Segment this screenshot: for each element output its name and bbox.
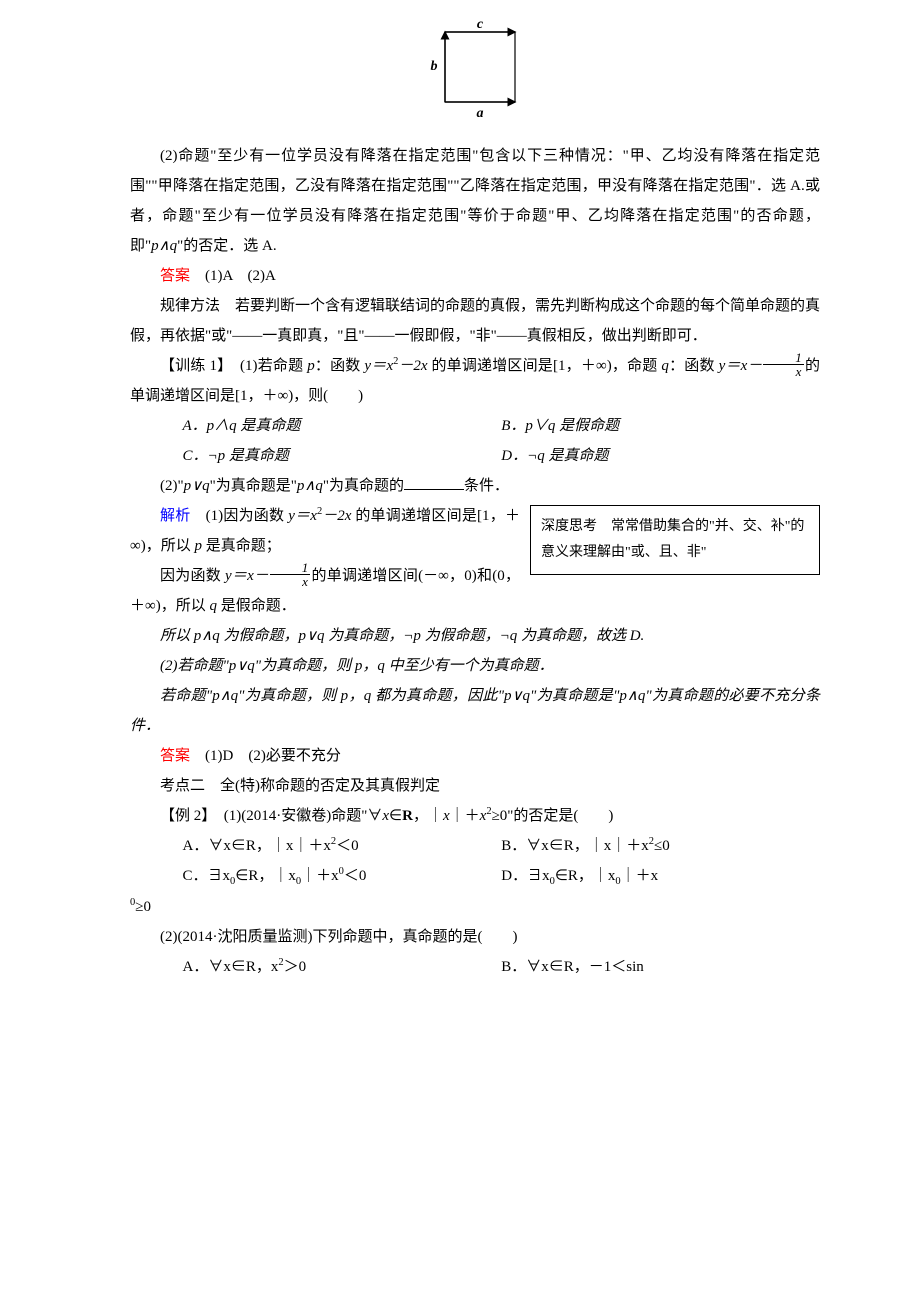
text: ，｜ [413,808,443,824]
text: ≥0"的否定是( ) [492,808,614,824]
option-c: C．∃x0∈R，｜x0｜＋x0＜0 [183,861,502,892]
text: ：函数 [669,358,719,374]
text: －2x [322,508,351,524]
label-c: c [477,20,484,32]
q: q [661,358,669,374]
train1-stem: 【训练 1】 (1)若命题 p：函数 y＝x2－2x 的单调递增区间是[1，＋∞… [130,351,820,411]
text: 是真命题； [202,538,281,554]
text: 因为函数 [160,568,225,584]
text: 【训练 1】 (1)若命题 [160,358,307,374]
x: x [443,808,450,824]
expr: p∨q [184,478,210,494]
func: y＝x－ [225,568,269,584]
expr: p∧q [297,478,323,494]
kaodian-2: 考点二 全(特)称命题的否定及其真假判定 [130,771,820,801]
blank [404,475,464,490]
answer-label: 答案 [160,268,190,284]
analysis-5: 若命题"p∧q"为真命题，则 p，q 都为真命题，因此"p∨q"为真命题是"p∧… [130,681,820,741]
text: 的单调递增区间是[1，＋∞)，命题 [428,358,662,374]
train1-part2: (2)"p∨q"为真命题是"p∧q"为真命题的 条件． [130,471,820,501]
option-a: A．p∧q 是真命题 [183,411,502,441]
text: 是假命题． [217,598,296,614]
option-a: A．∀x∈R，｜x｜＋x2＜0 [183,831,502,861]
option-d: D．∃x0∈R，｜x0｜＋x [501,861,820,892]
option-d: D．¬q 是真命题 [501,441,820,471]
fraction: 1x [270,561,311,588]
answer-value: (1)A (2)A [205,268,276,284]
text: ｜＋ [450,808,480,824]
answer-1: 答案 (1)A (2)A [130,261,820,291]
q: q [209,598,217,614]
func: y＝x [364,358,393,374]
method-para: 规律方法 若要判断一个含有逻辑联结词的命题的真假，需先判断构成这个命题的每个简单… [130,291,820,351]
option-b: B．p∨q 是假命题 [501,411,820,441]
label-b: b [431,59,438,74]
diagram-figure: a b c [130,0,820,141]
in: ∈ [389,808,402,824]
ex2-part2: (2)(2014·沈阳质量监测)下列命题中，真命题的是( ) [130,922,820,952]
option-a: A．∀x∈R，x2＞0 [183,952,502,982]
ex2-stem: 【例 2】 (1)(2014·安徽卷)命题"∀x∈R，｜x｜＋x2≥0"的否定是… [130,801,820,831]
option-b: B．∀x∈R，－1＜sin [501,952,820,982]
p: p [194,538,202,554]
ex2-p2-options: A．∀x∈R，x2＞0 B．∀x∈R，－1＜sin [130,952,820,982]
fraction: 1x [763,351,804,378]
text: 条件． [464,478,509,494]
func: y＝x－ [719,358,763,374]
text: 所以 p∧q 为假命题，p∨q 为真命题，¬p 为假命题，¬q 为真命题，故选 … [160,628,644,644]
answer-value: (1)D (2)必要不充分 [205,748,341,764]
text: "为真命题的 [323,478,404,494]
train1-options: A．p∧q 是真命题 B．p∨q 是假命题 C．¬p 是真命题 D．¬q 是真命… [130,411,820,471]
text: －2x [398,358,427,374]
callout-text: 深度思考 常常借助集合的"并、交、补"的意义来理解由"或、且、非" [541,519,804,560]
answer-2: 答案 (1)D (2)必要不充分 [130,741,820,771]
analysis-3: 所以 p∧q 为假命题，p∨q 为真命题，¬p 为假命题，¬q 为真命题，故选 … [130,621,820,651]
ex2-options: A．∀x∈R，｜x｜＋x2＜0 B．∀x∈R，｜x｜＋x2≤0 C．∃x0∈R，… [130,831,820,892]
label-a: a [477,106,484,120]
text: "的否定．选 A. [177,238,276,254]
text: (1)因为函数 [206,508,289,524]
answer-label: 答案 [160,748,190,764]
option-b: B．∀x∈R，｜x｜＋x2≤0 [501,831,820,861]
func: y＝x [288,508,317,524]
callout-box: 深度思考 常常借助集合的"并、交、补"的意义来理解由"或、且、非" [530,505,820,575]
option-c: C．¬p 是真命题 [183,441,502,471]
option-d-tail: 0≥0 [130,892,820,922]
explanation-p2: (2)命题"至少有一位学员没有降落在指定范围"包含以下三种情况："甲、乙均没有降… [130,141,820,261]
text: (2)若命题"p∨q"为真命题，则 p，q 中至少有一个为真命题． [160,658,554,674]
text: 若命题"p∧q"为真命题，则 p，q 都为真命题，因此"p∨q"为真命题是"p∧… [130,688,820,734]
p: p [307,358,315,374]
analysis-label: 解析 [160,508,190,524]
text: "为真命题是" [210,478,297,494]
analysis-4: (2)若命题"p∨q"为真命题，则 p，q 中至少有一个为真命题． [130,651,820,681]
R: R [402,808,413,824]
text: (2)" [160,478,184,494]
text: ：函数 [315,358,365,374]
text: 【例 2】 (1)(2014·安徽卷)命题"∀ [160,808,382,824]
pq-expr: p∧q [151,238,177,254]
